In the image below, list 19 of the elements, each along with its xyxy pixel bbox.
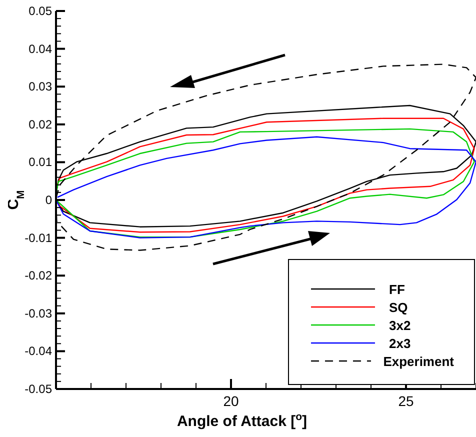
y-tick-label: 0.03 (28, 80, 52, 94)
legend-label: Experiment (383, 354, 454, 368)
y-tick-label: 0.04 (28, 42, 52, 56)
x-tick-label: 25 (398, 393, 414, 409)
legend-label: FF (389, 282, 405, 296)
y-tick-label: -0.03 (24, 306, 52, 320)
x-axis-title: Angle of Attack [$^{o}$] (176, 411, 308, 430)
y-tick-label: -0.02 (24, 268, 52, 283)
y-tick-label: 0.02 (28, 117, 52, 132)
y-tick-label: 0 (45, 193, 52, 207)
legend-label: 3x2 (389, 318, 411, 332)
y-tick-label: -0.01 (24, 230, 52, 245)
legend-label: 2x3 (389, 336, 411, 350)
y-tick-label: 0.05 (28, 4, 52, 18)
y-tick-label: -0.04 (24, 344, 52, 358)
x-tick-label: 20 (223, 393, 239, 409)
y-tick-label: 0.01 (28, 155, 52, 170)
legend-label: SQ (389, 300, 408, 314)
y-tick-label: -0.05 (24, 382, 52, 396)
